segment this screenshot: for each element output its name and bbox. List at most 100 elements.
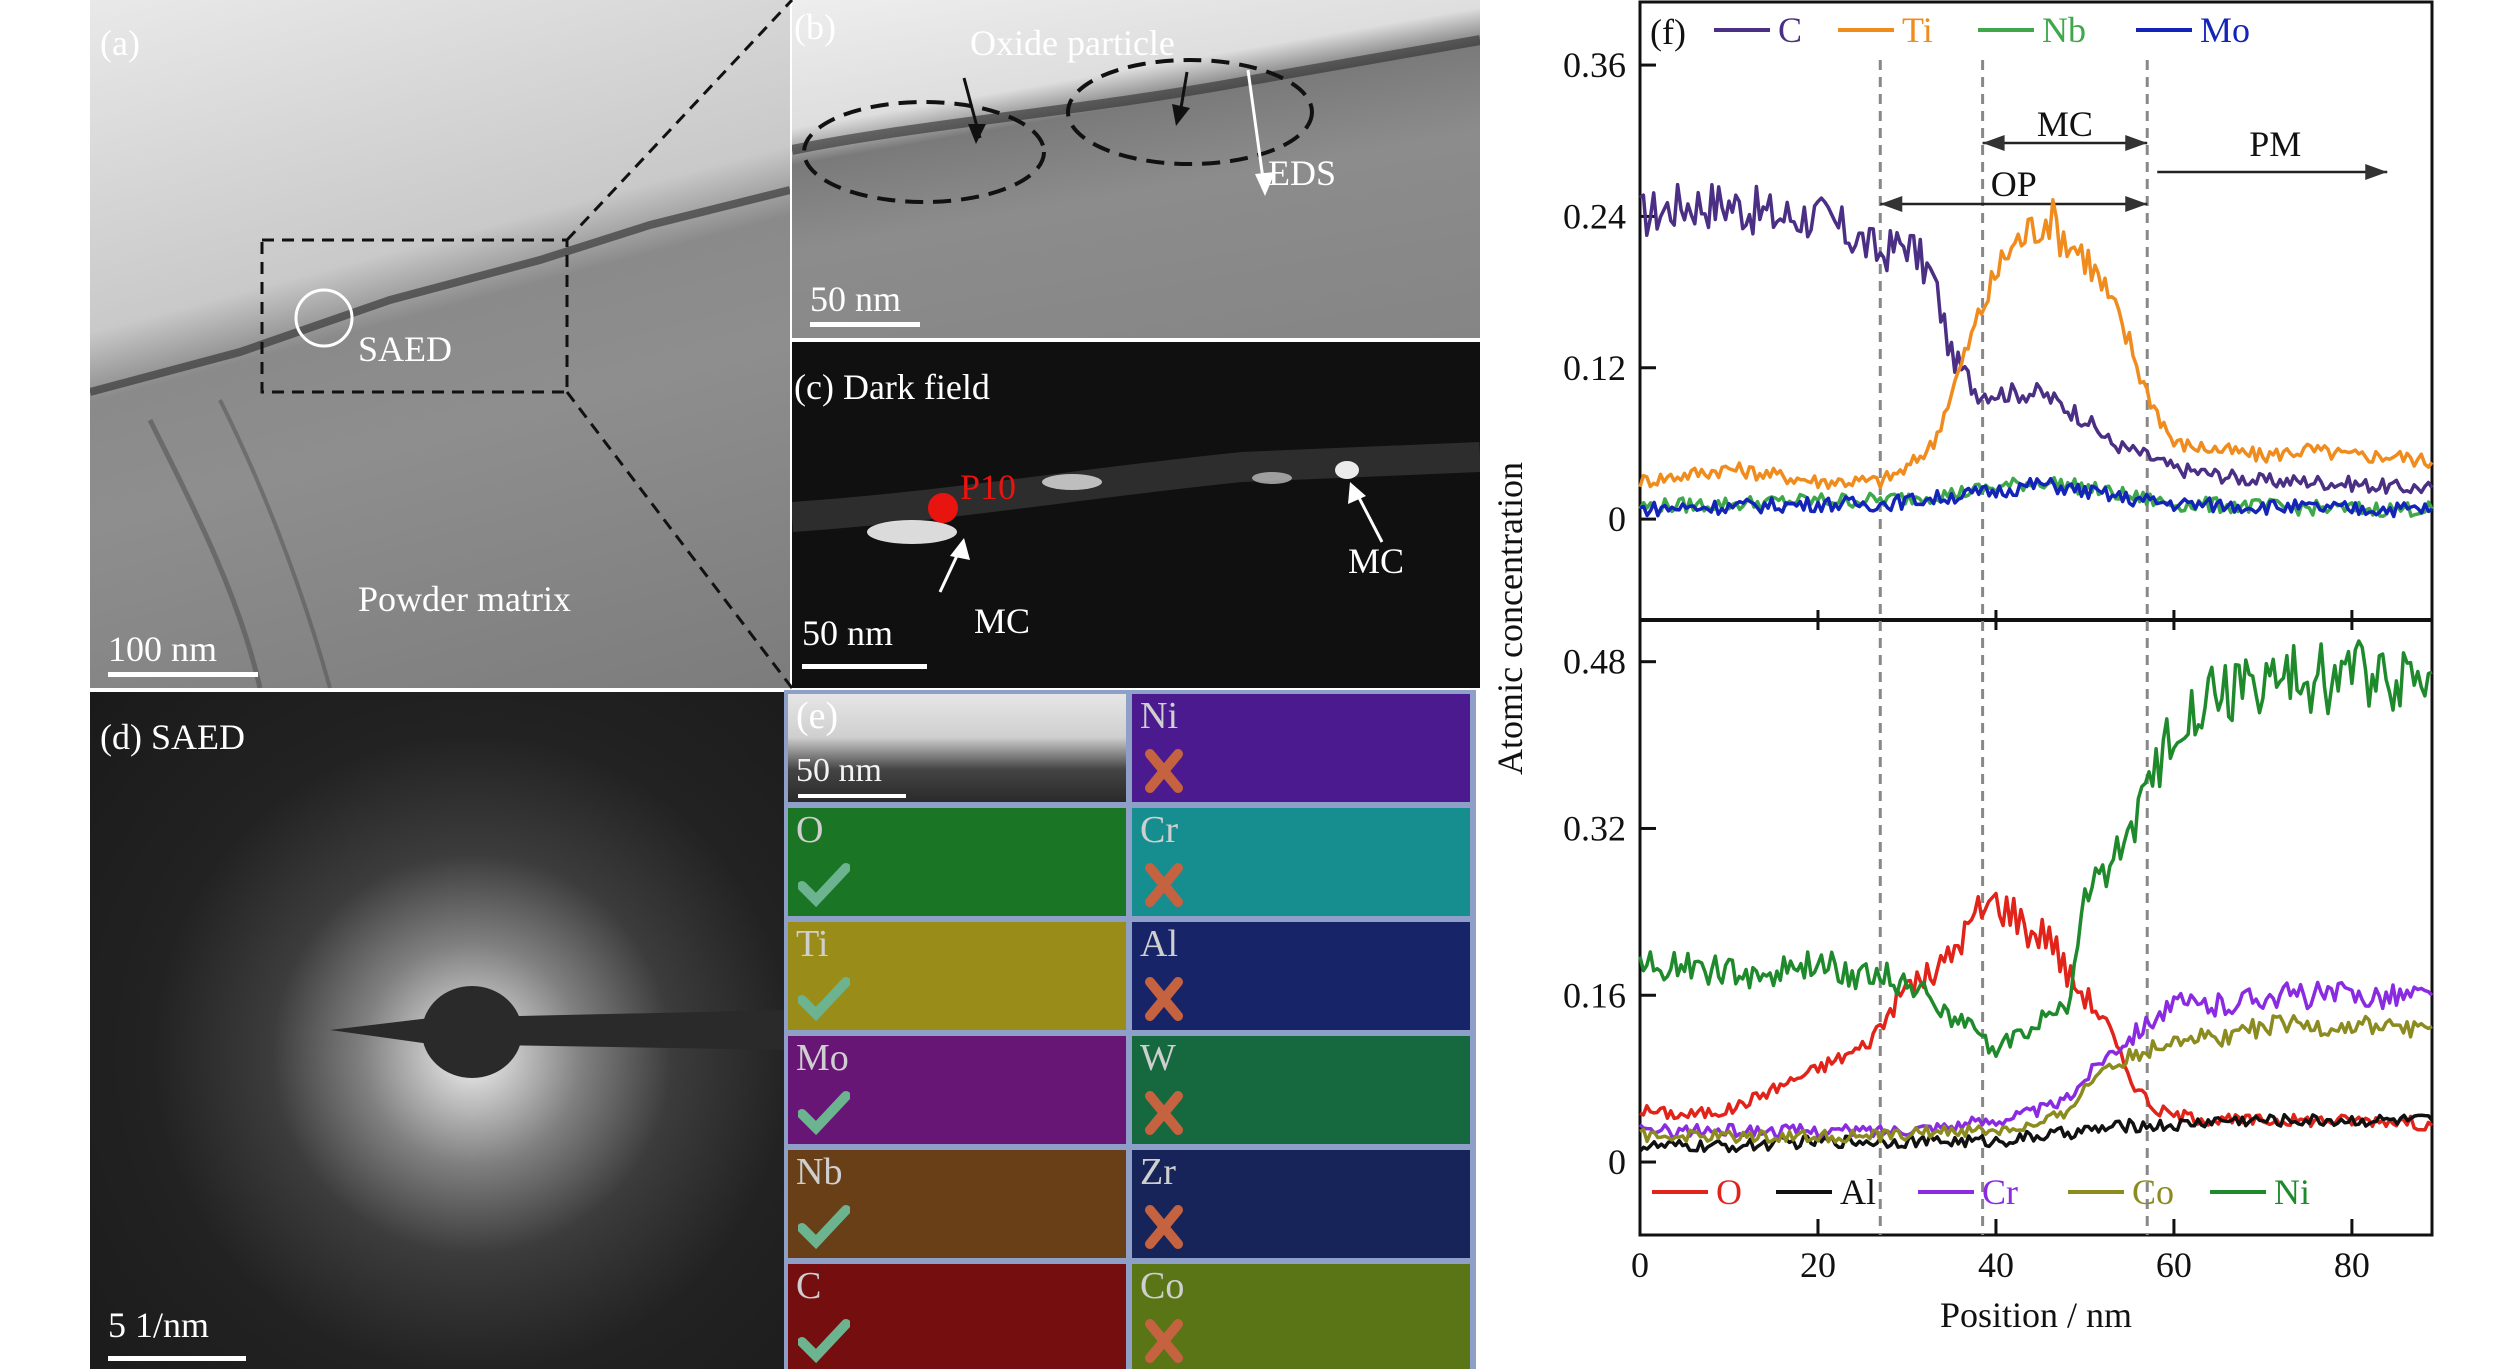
top-series-nb (1638, 475, 2434, 518)
eds-map-co: Co (1132, 1264, 1470, 1369)
cross-icon (1145, 1205, 1183, 1249)
panel-e-eds-maps: (e) 50 nm O Ti Mo Nb C Ni Cr Al W Zr Co (784, 690, 1476, 1369)
bottom-legend-label-ni: Ni (2274, 1172, 2310, 1212)
panel-a-tag: (a) (100, 23, 140, 63)
op-arrow-head-left (1880, 196, 1903, 212)
y-axis-label: Atomic concentration (1490, 462, 1530, 775)
eds-map-label: W (1140, 1037, 1176, 1079)
bottom-ytick-label-3: 0.48 (1563, 642, 1626, 682)
zoom-box (260, 238, 569, 394)
top-legend-label-nb: Nb (2042, 10, 2086, 50)
eds-map-label: Nb (796, 1151, 843, 1193)
eds-map-label: Zr (1140, 1151, 1176, 1193)
eds-map-mo: Mo (788, 1036, 1126, 1144)
eds-map-nb: Nb (788, 1150, 1126, 1258)
bottom-ytick-label-1: 0.16 (1563, 975, 1626, 1015)
check-icon (798, 1205, 850, 1250)
saed-label: SAED (358, 329, 453, 369)
eds-map-label: C (796, 1265, 822, 1307)
eds-map-label: Cr (1140, 809, 1178, 851)
top-series-ti (1638, 198, 2434, 490)
eds-map-label: Mo (796, 1037, 849, 1079)
mc-region-label: MC (2037, 104, 2093, 144)
panel-c-tag: (c) Dark field (794, 367, 990, 407)
bottom-legend-label-o: O (1716, 1172, 1742, 1212)
bottom-series-cr (1638, 980, 2434, 1139)
cross-icon (1145, 1319, 1183, 1363)
panel-c-dark-field: (c) Dark field P10 MC MC 50 nm (792, 342, 1480, 688)
oxide-particle-label: Oxide particle (970, 23, 1175, 63)
check-icon (798, 1319, 850, 1364)
mc-arrow-head-right (2125, 135, 2148, 151)
panel-d-saed-pattern: (d) SAED 5 1/nm (90, 692, 790, 1369)
panel-c-scale-bar (802, 664, 927, 669)
panel-d-tag: (d) SAED (100, 717, 245, 757)
op-region-label: OP (1991, 164, 2037, 204)
top-legend-label-ti: Ti (1902, 10, 1933, 50)
eds-map-al: Al (1132, 922, 1470, 1030)
pm-region-label: PM (2249, 124, 2301, 164)
panel-b-overlay (792, 35, 1480, 204)
bottom-series-co (1639, 1014, 2433, 1144)
eds-map-o: O (788, 808, 1126, 916)
check-icon (798, 863, 850, 908)
saed-circle (294, 288, 354, 348)
top-series-mo (1639, 476, 2433, 519)
panel-e-tag: (e) (796, 695, 839, 737)
xtick-label-4: 80 (2334, 1245, 2370, 1285)
xtick-label-0: 0 (1631, 1245, 1649, 1285)
panel-c-scale-label: 50 nm (802, 613, 894, 653)
cross-icon (1145, 863, 1183, 907)
check-icon (798, 1091, 850, 1136)
eds-map-label: Al (1140, 923, 1178, 965)
top-legend-label-mo: Mo (2200, 10, 2250, 50)
top-series-c (1638, 182, 2434, 495)
panel-d-overlay (330, 986, 790, 1078)
cross-icon (1145, 977, 1183, 1021)
panel-e-scale-label: 50 nm (796, 752, 882, 789)
p10-marker (928, 493, 958, 523)
eds-map-ni: Ni (1132, 694, 1470, 802)
panel-e-scale-bar (798, 794, 906, 798)
eds-map-label: Ni (1140, 695, 1178, 737)
cross-icon (1145, 1091, 1183, 1135)
panel-b-tag: (b) (794, 7, 836, 47)
oxide-ellipse-right (1066, 58, 1314, 166)
panel-c-overlay (792, 442, 1480, 593)
panel-f-tag: (f) (1650, 12, 1686, 52)
mc-label-left: MC (974, 601, 1031, 641)
bottom-legend-label-al: Al (1840, 1172, 1876, 1212)
eds-haadf-image: (e) 50 nm (788, 694, 1126, 802)
panel-b-scale-label: 50 nm (810, 279, 902, 319)
xtick-label-1: 20 (1800, 1245, 1836, 1285)
powder-matrix-label: Powder matrix (358, 579, 571, 619)
panel-a-scale-label: 100 nm (108, 629, 218, 669)
top-ytick-label-3: 0.36 (1563, 45, 1626, 85)
eds-label: EDS (1268, 153, 1337, 193)
p10-label: P10 (960, 467, 1017, 507)
bottom-ytick-label-0: 0 (1608, 1142, 1626, 1182)
eds-map-w: W (1132, 1036, 1470, 1144)
xtick-label-2: 40 (1978, 1245, 2014, 1285)
bottom-series-al (1638, 1112, 2434, 1154)
top-ytick-label-1: 0.12 (1563, 348, 1626, 388)
top-ytick-label-0: 0 (1608, 499, 1626, 539)
eds-map-label: O (796, 809, 824, 851)
bottom-ytick-label-2: 0.32 (1563, 808, 1626, 848)
chart-frame (1638, 0, 2434, 1237)
check-icon (798, 977, 850, 1022)
top-ytick-label-2: 0.24 (1563, 196, 1626, 236)
oxide-ellipse-left (802, 100, 1046, 204)
eds-map-ti: Ti (788, 922, 1126, 1030)
eds-map-label: Co (1140, 1265, 1185, 1307)
xtick-label-3: 60 (2156, 1245, 2192, 1285)
top-legend-label-c: C (1778, 10, 1802, 50)
panel-d-scale-label: 5 1/nm (108, 1305, 210, 1345)
panel-d-scale-bar (108, 1356, 246, 1361)
eds-map-cr: Cr (1132, 808, 1470, 916)
pm-arrow-head-right (2365, 164, 2388, 180)
eds-map-zr: Zr (1132, 1150, 1470, 1258)
bottom-series-o (1639, 891, 2434, 1132)
bottom-series-ni (1638, 639, 2433, 1058)
x-axis-label: Position / nm (1940, 1295, 2132, 1335)
